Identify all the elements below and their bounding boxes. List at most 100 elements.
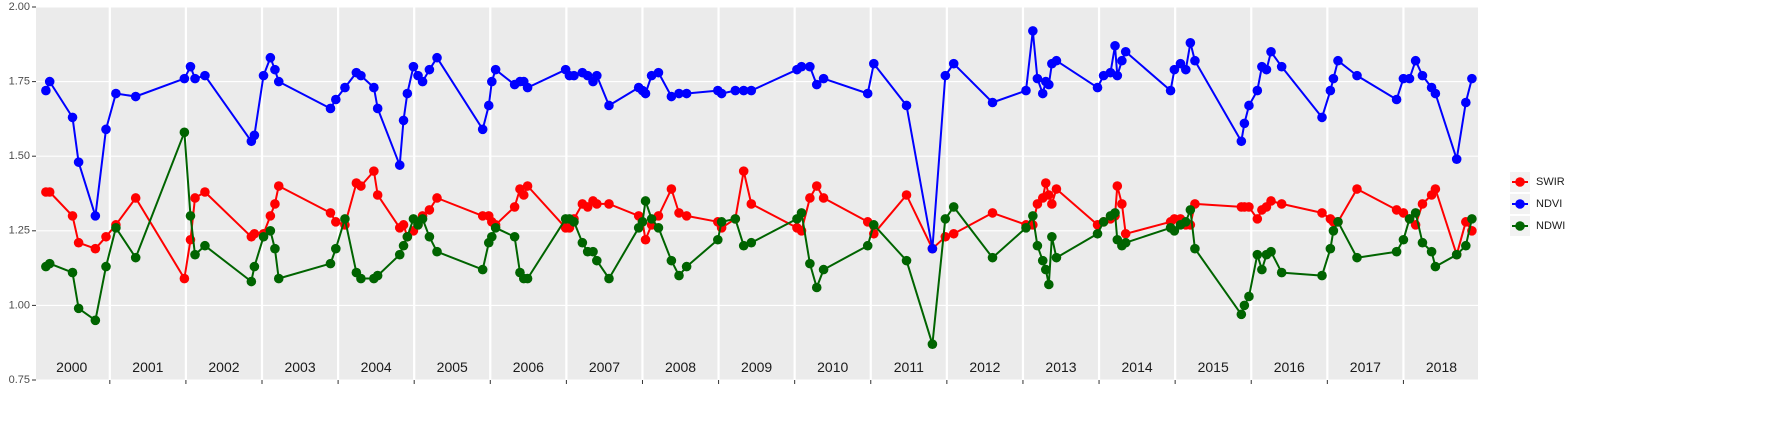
data-point (674, 208, 684, 218)
data-point (1266, 196, 1276, 206)
data-point (681, 261, 692, 272)
data-point (1180, 64, 1191, 75)
data-point (1276, 61, 1287, 72)
data-point (592, 199, 602, 209)
data-point (1410, 55, 1421, 66)
data-point (331, 243, 341, 254)
data-point (249, 130, 260, 141)
data-point (265, 52, 276, 63)
data-point (811, 181, 822, 191)
data-point (1040, 178, 1051, 188)
data-point (1040, 264, 1051, 275)
data-point (111, 88, 121, 99)
data-point (398, 115, 409, 126)
data-point (1037, 255, 1048, 266)
year-label: 2018 (1426, 359, 1457, 375)
data-point (273, 181, 284, 191)
data-point (1117, 199, 1127, 209)
data-point (1028, 211, 1038, 221)
data-point (681, 88, 692, 99)
legend-point (1515, 199, 1525, 209)
data-point (940, 70, 951, 81)
data-point (398, 220, 409, 230)
data-point (674, 270, 684, 281)
data-point (340, 82, 350, 93)
data-point (569, 70, 579, 81)
data-point (101, 231, 111, 242)
data-point (1169, 64, 1180, 75)
data-point (432, 246, 442, 257)
data-point (653, 223, 664, 233)
data-point (424, 205, 435, 215)
data-point (487, 231, 497, 242)
data-point (940, 214, 951, 224)
series-line (45, 131, 1473, 346)
data-point (483, 100, 494, 111)
year-label: 2006 (513, 359, 544, 375)
y-tick-label: 1.25 (9, 225, 30, 237)
data-point (1266, 246, 1276, 257)
data-point (681, 211, 692, 221)
data-point (805, 193, 815, 203)
data-point (604, 199, 614, 209)
data-point (331, 94, 341, 105)
data-point (805, 61, 815, 72)
data-point (1426, 246, 1437, 257)
data-point (477, 264, 488, 275)
data-point (1185, 205, 1196, 215)
data-point (518, 190, 529, 200)
year-label: 2010 (817, 359, 848, 375)
data-point (1028, 26, 1038, 36)
data-point (869, 58, 879, 69)
data-point (1120, 228, 1131, 239)
data-point (1461, 240, 1471, 251)
data-point (1266, 46, 1276, 57)
year-label: 2002 (208, 359, 239, 375)
data-point (1169, 226, 1180, 236)
data-point (402, 88, 413, 99)
data-point (179, 73, 190, 84)
data-point (325, 258, 336, 269)
data-point (265, 211, 276, 221)
data-point (1180, 217, 1191, 227)
data-point (1276, 199, 1287, 209)
data-point (604, 273, 614, 284)
y-tick-label: 1.75 (9, 76, 30, 88)
data-point (73, 303, 84, 314)
data-point (805, 258, 815, 269)
year-label: 2000 (56, 359, 87, 375)
data-point (1051, 55, 1062, 66)
data-point (424, 231, 435, 242)
data-point (249, 228, 260, 239)
data-point (372, 103, 383, 114)
data-point (1257, 264, 1267, 275)
data-point (987, 97, 998, 108)
data-point (666, 91, 677, 102)
data-point (270, 64, 280, 75)
data-point (67, 211, 78, 221)
data-point (372, 190, 383, 200)
data-point (716, 217, 727, 227)
data-point (1021, 85, 1031, 96)
y-tick-label: 2.00 (9, 1, 30, 13)
data-point (1333, 55, 1343, 66)
legend-point (1515, 221, 1525, 231)
data-point (1021, 223, 1031, 233)
data-point (1467, 214, 1477, 224)
data-point (1391, 94, 1402, 105)
data-point (1112, 70, 1123, 81)
data-point (818, 264, 829, 275)
data-point (1120, 46, 1131, 57)
data-point (1451, 249, 1462, 260)
data-point (713, 234, 723, 245)
data-point (1110, 208, 1120, 218)
data-point (730, 214, 741, 224)
data-point (200, 187, 210, 197)
data-point (1325, 243, 1336, 254)
data-point (424, 64, 435, 75)
data-point (179, 127, 190, 138)
data-point (1410, 208, 1421, 218)
data-point (190, 73, 200, 84)
data-point (398, 240, 409, 251)
